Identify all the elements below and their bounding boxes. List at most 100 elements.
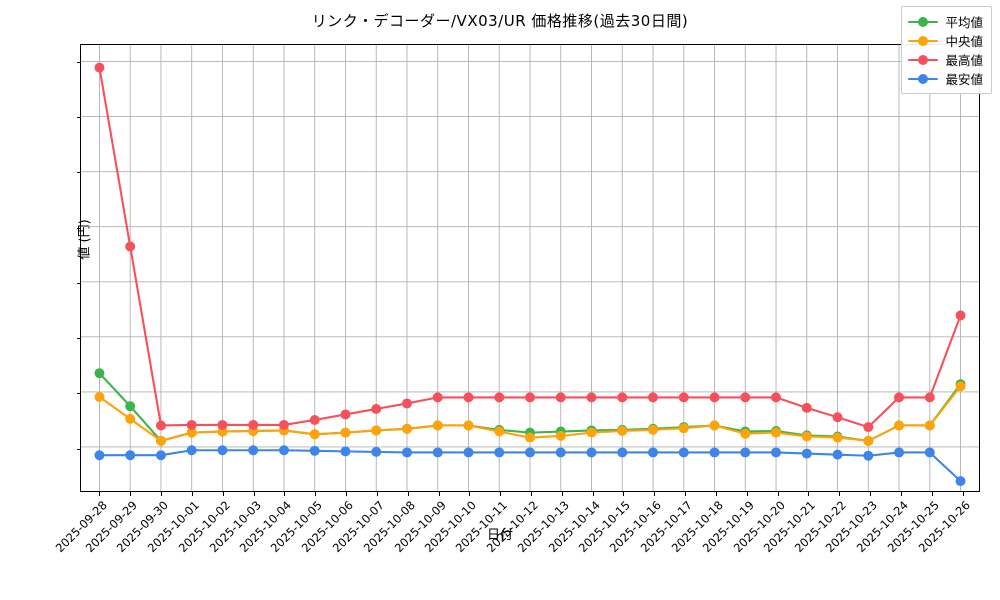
x-tick-mark — [808, 491, 810, 496]
data-point — [740, 447, 751, 458]
data-point — [340, 446, 351, 457]
data-point — [648, 424, 659, 435]
data-point — [586, 392, 597, 403]
data-point — [771, 447, 782, 458]
x-tick-mark — [531, 491, 532, 496]
data-point — [217, 445, 228, 456]
x-tick-mark — [222, 491, 224, 496]
data-point — [678, 392, 689, 403]
data-point — [371, 446, 382, 457]
data-point — [771, 427, 782, 438]
data-point — [401, 423, 412, 434]
data-point — [494, 447, 505, 458]
data-point — [678, 423, 689, 434]
data-point — [340, 427, 351, 438]
x-tick-mark — [623, 491, 625, 496]
series-2 — [94, 381, 966, 446]
data-point — [125, 241, 136, 252]
x-tick-mark — [376, 491, 378, 496]
x-tick-mark — [99, 491, 101, 496]
chart-series-layer — [94, 62, 966, 487]
data-point — [832, 412, 843, 423]
data-point — [371, 403, 382, 414]
legend-item-4[interactable]: 最安値 — [908, 69, 983, 88]
chart-title: リンク・デコーダー/VX03/UR 価格推移(過去30日間) — [311, 12, 689, 30]
x-tick-mark — [654, 491, 656, 496]
legend-item-1[interactable]: 平均値 — [908, 12, 983, 31]
data-point — [648, 392, 659, 403]
data-point — [125, 413, 136, 424]
data-point — [709, 447, 720, 458]
y-tick-mark — [76, 448, 81, 450]
data-point — [709, 420, 720, 431]
legend-label: 中央値 — [945, 34, 983, 49]
legend-item-2[interactable]: 中央値 — [908, 31, 983, 50]
data-point — [371, 425, 382, 436]
x-tick-mark — [315, 491, 317, 496]
data-point — [648, 447, 659, 458]
data-point — [617, 426, 628, 436]
data-point — [494, 392, 505, 403]
y-tick-mark — [76, 61, 81, 63]
data-point — [125, 401, 136, 412]
series-line — [98, 66, 962, 429]
data-point — [217, 419, 228, 430]
data-point — [340, 409, 351, 420]
x-tick-mark — [931, 491, 933, 496]
y-tick-mark — [76, 172, 81, 174]
data-point — [555, 392, 566, 403]
legend-marker-icon — [908, 54, 939, 66]
data-point — [832, 449, 843, 460]
data-point — [186, 445, 197, 456]
x-tick-mark — [346, 491, 348, 496]
data-point — [186, 427, 197, 438]
data-point — [924, 420, 935, 431]
data-point — [525, 392, 535, 403]
data-point — [832, 432, 843, 443]
legend-label: 最安値 — [945, 72, 983, 87]
data-point — [555, 430, 566, 441]
data-point — [678, 447, 689, 458]
chart-legend: 平均値中央値 最高値最安値 — [901, 6, 992, 94]
x-tick-mark — [962, 491, 964, 496]
x-tick-mark — [870, 491, 872, 496]
data-point — [801, 431, 812, 442]
x-tick-mark — [500, 491, 502, 496]
x-tick-mark — [469, 491, 471, 496]
data-point — [432, 420, 443, 431]
legend-item-3[interactable]: 最高値 — [908, 50, 983, 69]
data-point — [463, 420, 474, 431]
x-tick-mark — [592, 491, 594, 496]
data-point — [617, 392, 628, 403]
data-point — [709, 392, 720, 403]
x-tick-mark — [839, 491, 841, 496]
data-point — [894, 392, 905, 403]
data-point — [955, 476, 966, 487]
series-4 — [94, 445, 966, 487]
y-tick-mark — [76, 338, 81, 340]
data-point — [155, 420, 166, 431]
x-tick-mark — [191, 491, 193, 496]
y-tick-mark — [76, 116, 81, 118]
data-point — [955, 381, 966, 392]
legend-marker-icon — [908, 35, 939, 47]
data-point — [494, 426, 505, 437]
data-point — [401, 447, 412, 458]
data-point — [801, 402, 812, 413]
data-point — [309, 445, 320, 456]
data-point — [801, 448, 812, 459]
x-tick-mark — [253, 491, 255, 496]
data-point — [863, 435, 874, 446]
x-tick-mark — [746, 491, 748, 496]
x-tick-mark — [900, 491, 902, 496]
data-point — [525, 432, 535, 443]
data-point — [309, 414, 320, 425]
x-axis-label: 日付 — [486, 528, 513, 543]
x-tick-mark — [130, 491, 132, 496]
x-tick-mark — [284, 491, 286, 496]
x-tick-mark — [777, 491, 779, 496]
data-point — [586, 427, 597, 438]
data-point — [94, 368, 105, 379]
data-point — [740, 428, 751, 439]
